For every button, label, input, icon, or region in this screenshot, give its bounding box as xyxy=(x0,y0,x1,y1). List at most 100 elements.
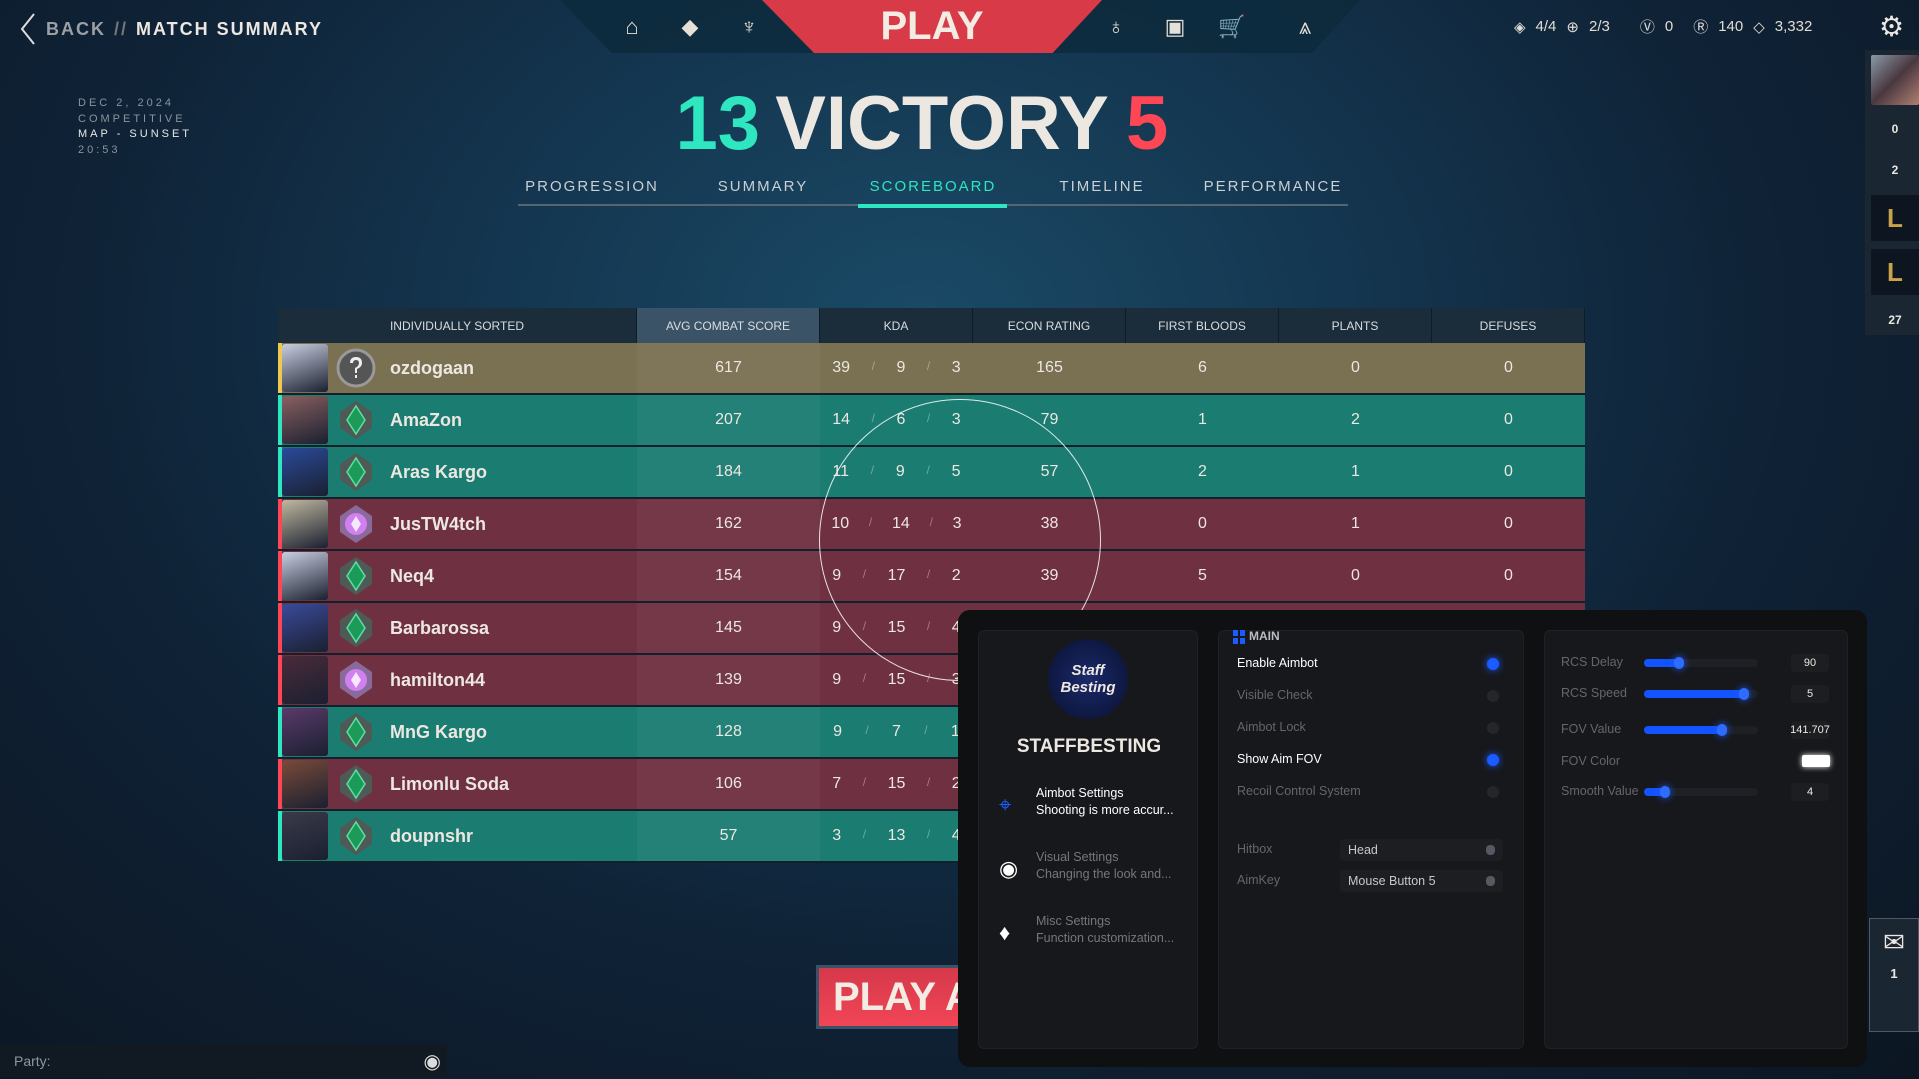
currency-bar: ◈ 4/4 ⊕ 2/3 Ⓥ 0 Ⓡ 140 ◇ 3,332 xyxy=(1514,16,1812,37)
emerald-rank-icon xyxy=(334,450,378,494)
team-stripe xyxy=(278,603,282,653)
player-name[interactable]: Barbarossa xyxy=(390,617,490,638)
player-cell: doupnshr xyxy=(278,811,637,861)
deaths: 15 xyxy=(887,671,906,688)
party-bar[interactable]: Party: ◉ xyxy=(0,1044,447,1077)
match-mode: COMPETITIVE xyxy=(78,112,186,125)
cheat-menu-window: Staff Besting STAFFBESTING ⌖ Aimbot Setti… xyxy=(958,610,1867,1067)
dropdown-label: Hitbox xyxy=(1237,842,1273,856)
player-name[interactable]: hamilton44 xyxy=(390,669,486,690)
toggle-show-aim-fov[interactable] xyxy=(1487,754,1499,766)
acs-cell: 57 xyxy=(637,811,820,861)
header-kda[interactable]: KDA xyxy=(820,308,973,343)
league-icon[interactable]: L xyxy=(1871,195,1919,241)
slider-handle[interactable] xyxy=(1716,724,1727,736)
agent-portrait xyxy=(282,760,328,808)
toggle-label: Recoil Control System xyxy=(1237,784,1361,798)
dropdown-hitbox[interactable]: Head xyxy=(1340,839,1503,861)
battlepass-icon[interactable]: ♁ xyxy=(1107,14,1125,39)
party-chat-icon[interactable]: ◉ xyxy=(423,1051,441,1073)
table-row[interactable]: ozdogaan 617 39 / 9 / 3 165 6 0 0 xyxy=(278,343,1585,395)
settings-gear-icon[interactable]: ⚙ xyxy=(1879,11,1905,42)
tab-progression[interactable]: PROGRESSION xyxy=(525,178,659,195)
player-name[interactable]: JusTW4tch xyxy=(390,513,487,534)
table-header: INDIVIDUALLY SORTED AVG COMBAT SCORE KDA… xyxy=(278,308,1585,343)
tab-bar: PROGRESSION SUMMARY SCOREBOARD TIMELINE … xyxy=(518,178,1348,206)
match-result: VICTORY xyxy=(772,84,1112,164)
back-button[interactable]: BACK // MATCH SUMMARY xyxy=(18,12,323,46)
agents-icon[interactable]: ◆ xyxy=(681,14,699,39)
home-icon[interactable]: ⌂ xyxy=(625,14,639,39)
menu-item-visual-settings[interactable]: ◉ Visual Settings Changing the look and... xyxy=(979,850,1199,898)
slider-handle[interactable] xyxy=(1739,688,1750,700)
menu-item-title: Misc Settings xyxy=(1036,914,1111,928)
slider-handle[interactable] xyxy=(1674,657,1685,669)
player-name[interactable]: Limonlu Soda xyxy=(390,773,509,794)
header-plants[interactable]: PLANTS xyxy=(1279,308,1432,343)
league-icon[interactable]: L xyxy=(1871,249,1919,295)
header-defuses[interactable]: DEFUSES xyxy=(1432,308,1585,343)
ascendant-rank-icon xyxy=(334,502,378,546)
agent-portrait xyxy=(282,708,328,756)
header-econ[interactable]: ECON RATING xyxy=(973,308,1126,343)
enemy-score: 5 xyxy=(1126,84,1186,164)
team-stripe xyxy=(278,395,282,445)
kda-separator: / xyxy=(862,827,867,841)
kills: 9 xyxy=(832,671,842,688)
header-acs[interactable]: AVG COMBAT SCORE xyxy=(637,308,820,343)
tab-performance[interactable]: PERFORMANCE xyxy=(1203,178,1343,195)
deaths: 13 xyxy=(887,827,906,844)
defuses-cell: 0 xyxy=(1504,515,1513,532)
defuses-cell: 0 xyxy=(1504,359,1513,376)
menu-item-misc-settings[interactable]: ♦ Misc Settings Function customization... xyxy=(979,914,1199,962)
friend-avatar[interactable] xyxy=(1871,55,1919,105)
emerald-rank-icon xyxy=(334,554,378,598)
fov-color-swatch[interactable] xyxy=(1802,755,1830,767)
slider-rcs-delay[interactable] xyxy=(1644,657,1758,669)
collection-icon[interactable]: ▣ xyxy=(1164,14,1186,39)
plants-cell: 2 xyxy=(1351,411,1360,428)
play-button[interactable]: PLAY xyxy=(762,0,1102,53)
weekly-icon: ⊕ xyxy=(1566,18,1579,36)
header-first-bloods[interactable]: FIRST BLOODS xyxy=(1126,308,1279,343)
kda-separator: / xyxy=(871,411,875,425)
dropdown-toggle-icon xyxy=(1486,845,1495,855)
agent-portrait xyxy=(282,552,328,600)
player-name[interactable]: ozdogaan xyxy=(390,357,474,378)
tab-timeline[interactable]: TIMELINE xyxy=(1059,178,1145,195)
match-duration: 20:53 xyxy=(78,143,121,156)
dropdown-aimkey[interactable]: Mouse Button 5 xyxy=(1340,870,1503,892)
mail-button[interactable]: ✉ 1 xyxy=(1869,918,1919,1032)
slider-rcs-speed[interactable] xyxy=(1644,688,1758,700)
player-name[interactable]: Aras Kargo xyxy=(390,461,488,482)
player-name[interactable]: doupnshr xyxy=(390,825,473,846)
assists: 2 xyxy=(951,775,961,792)
slider-value: 141.707 xyxy=(1790,721,1830,739)
slider-smooth-value[interactable] xyxy=(1644,786,1758,798)
menu-item-desc: Function customization... xyxy=(1036,931,1175,945)
toggle-recoil-control-system[interactable] xyxy=(1487,786,1499,798)
emerald-rank-icon xyxy=(334,398,378,442)
toggle-visible-check[interactable] xyxy=(1487,690,1499,702)
slider-handle[interactable] xyxy=(1659,786,1670,798)
player-name[interactable]: AmaZon xyxy=(390,409,462,430)
slider-fov-value[interactable] xyxy=(1644,724,1758,736)
career-icon[interactable]: ♆ xyxy=(740,14,758,39)
radianite-count: 140 xyxy=(1718,18,1744,35)
brand-logo-text: Staff Besting xyxy=(1060,662,1116,696)
tab-scoreboard[interactable]: SCOREBOARD xyxy=(869,178,997,195)
header-name[interactable]: INDIVIDUALLY SORTED xyxy=(278,308,637,343)
kills: 9 xyxy=(833,723,843,740)
player-name[interactable]: MnG Kargo xyxy=(390,721,487,742)
store-icon[interactable]: 🛒 xyxy=(1218,14,1246,39)
team-stripe xyxy=(278,811,282,861)
unranked-rank-icon xyxy=(334,346,378,390)
rank-icon[interactable]: ⩓ xyxy=(1298,14,1312,39)
tab-summary[interactable]: SUMMARY xyxy=(717,178,809,195)
toggle-enable-aimbot[interactable] xyxy=(1487,658,1499,670)
toggle-aimbot-lock[interactable] xyxy=(1487,722,1499,734)
radianite-icon: Ⓡ xyxy=(1693,19,1709,36)
player-name[interactable]: Neq4 xyxy=(390,565,435,586)
kda-separator: / xyxy=(862,671,867,685)
menu-item-aimbot-settings[interactable]: ⌖ Aimbot Settings Shooting is more accur..… xyxy=(979,786,1199,834)
